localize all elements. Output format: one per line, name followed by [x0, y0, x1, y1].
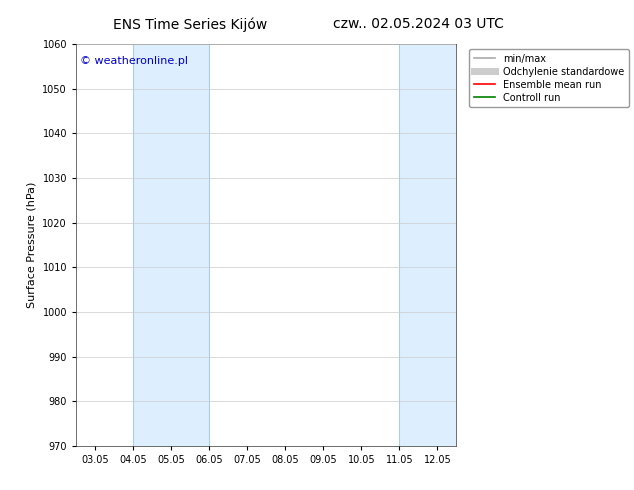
Bar	[133, 44, 209, 446]
Y-axis label: Surface Pressure (hPa): Surface Pressure (hPa)	[27, 182, 37, 308]
Text: czw.. 02.05.2024 03 UTC: czw.. 02.05.2024 03 UTC	[333, 17, 504, 31]
Text: ENS Time Series Kijów: ENS Time Series Kijów	[113, 17, 268, 32]
Bar	[399, 44, 456, 446]
Legend: min/max, Odchylenie standardowe, Ensemble mean run, Controll run: min/max, Odchylenie standardowe, Ensembl…	[469, 49, 629, 107]
Text: © weatheronline.pl: © weatheronline.pl	[80, 56, 188, 66]
